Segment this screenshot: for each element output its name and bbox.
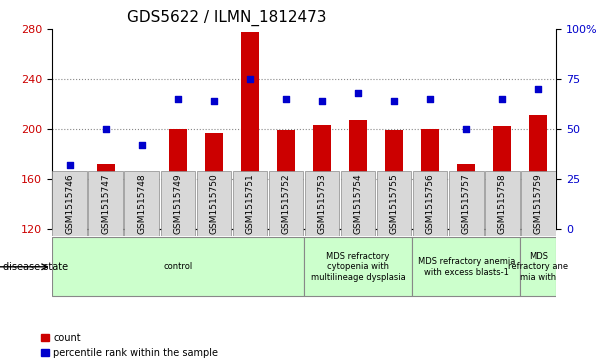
Text: GSM1515746: GSM1515746 [65, 173, 74, 234]
Point [317, 98, 327, 104]
Point [389, 98, 399, 104]
Text: MDS
refractory ane
mia with: MDS refractory ane mia with [508, 252, 568, 282]
Legend: count, percentile rank within the sample: count, percentile rank within the sample [41, 333, 218, 358]
FancyBboxPatch shape [88, 171, 123, 236]
Text: GSM1515750: GSM1515750 [209, 173, 218, 234]
Bar [205, 132, 223, 229]
FancyBboxPatch shape [449, 171, 483, 236]
Point [353, 90, 363, 96]
Bar [97, 164, 115, 229]
FancyBboxPatch shape [125, 171, 159, 236]
Point [281, 96, 291, 102]
Text: GSM1515755: GSM1515755 [390, 173, 399, 234]
Bar [241, 32, 259, 229]
FancyBboxPatch shape [340, 171, 375, 236]
Text: GSM1515751: GSM1515751 [246, 173, 254, 234]
Text: disease state: disease state [3, 262, 68, 272]
Point [65, 162, 75, 168]
Point [497, 96, 507, 102]
Bar [530, 115, 547, 229]
FancyBboxPatch shape [413, 171, 447, 236]
Bar [349, 120, 367, 229]
Text: GSM1515747: GSM1515747 [102, 173, 110, 234]
Text: GSM1515757: GSM1515757 [461, 173, 471, 234]
FancyBboxPatch shape [233, 171, 268, 236]
FancyBboxPatch shape [196, 171, 231, 236]
Bar [421, 129, 439, 229]
Text: GSM1515753: GSM1515753 [317, 173, 326, 234]
Text: GSM1515759: GSM1515759 [534, 173, 543, 234]
FancyBboxPatch shape [52, 237, 304, 297]
FancyBboxPatch shape [269, 171, 303, 236]
Point [533, 86, 543, 92]
Text: GSM1515749: GSM1515749 [173, 173, 182, 234]
Text: MDS refractory anemia
with excess blasts-1: MDS refractory anemia with excess blasts… [418, 257, 515, 277]
FancyBboxPatch shape [304, 237, 412, 297]
Point [137, 142, 147, 148]
Text: control: control [163, 262, 193, 271]
Point [173, 96, 183, 102]
Bar [457, 164, 475, 229]
Text: GSM1515748: GSM1515748 [137, 173, 147, 234]
Point [209, 98, 219, 104]
Bar [169, 129, 187, 229]
Text: GDS5622 / ILMN_1812473: GDS5622 / ILMN_1812473 [128, 10, 327, 26]
Text: GSM1515754: GSM1515754 [354, 173, 362, 234]
Bar [493, 126, 511, 229]
Bar [313, 125, 331, 229]
Bar [133, 172, 151, 229]
FancyBboxPatch shape [52, 171, 87, 236]
FancyBboxPatch shape [305, 171, 339, 236]
Text: GSM1515752: GSM1515752 [282, 173, 291, 234]
Bar [385, 130, 403, 229]
Text: GSM1515756: GSM1515756 [426, 173, 435, 234]
FancyBboxPatch shape [521, 171, 556, 236]
Text: GSM1515758: GSM1515758 [498, 173, 506, 234]
Point [461, 126, 471, 132]
Bar [277, 130, 295, 229]
FancyBboxPatch shape [161, 171, 195, 236]
FancyBboxPatch shape [412, 237, 520, 297]
Text: MDS refractory
cytopenia with
multilineage dysplasia: MDS refractory cytopenia with multilinea… [311, 252, 406, 282]
Point [426, 96, 435, 102]
Point [101, 126, 111, 132]
FancyBboxPatch shape [485, 171, 520, 236]
FancyBboxPatch shape [377, 171, 412, 236]
FancyBboxPatch shape [520, 237, 556, 297]
Bar [61, 185, 78, 229]
Point [245, 76, 255, 82]
